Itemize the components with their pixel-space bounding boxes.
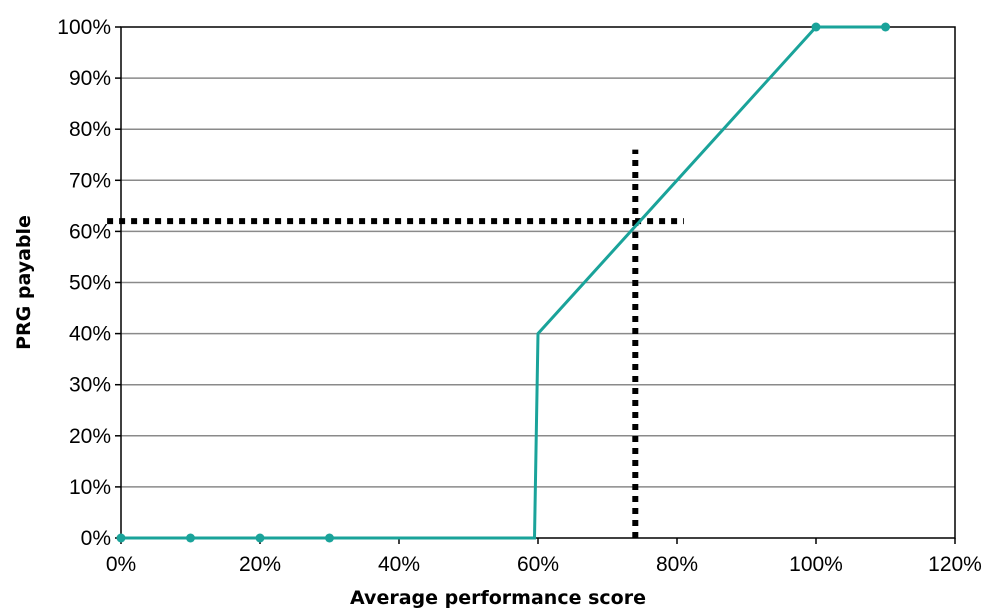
data-point: [811, 22, 821, 32]
data-point: [186, 533, 195, 543]
y-tick-label: 20%: [69, 425, 111, 448]
x-tick-label: 40%: [378, 553, 420, 576]
x-tick-label: 60%: [517, 553, 559, 576]
y-tick-label: 40%: [69, 323, 111, 346]
reference-lines: [107, 149, 684, 538]
x-tick-label: 80%: [656, 553, 698, 576]
data-point: [116, 533, 126, 543]
y-tick-label: 60%: [69, 220, 111, 243]
x-tick-label: 120%: [928, 553, 982, 576]
x-tick-label: 100%: [789, 553, 843, 576]
grid: [121, 77, 955, 488]
series-layer: [116, 22, 890, 543]
y-axis-title: PRG payable: [13, 215, 35, 350]
x-axis-ticks: 0% 20% 40% 60% 80% 100% 120%: [106, 538, 982, 576]
y-tick-label: 0%: [81, 527, 111, 550]
data-point: [255, 533, 265, 543]
y-tick-label: 100%: [57, 16, 111, 39]
x-axis-title: Average performance score: [350, 587, 646, 609]
y-tick-label: 90%: [69, 67, 111, 90]
series-line: [121, 25, 886, 540]
y-axis-ticks: 0% 10% 20% 30% 40% 50% 60% 70% 80% 90% 100%: [57, 16, 121, 550]
y-tick-label: 70%: [69, 169, 111, 192]
data-point: [325, 533, 334, 543]
y-tick-label: 80%: [69, 118, 111, 141]
y-tick-label: 30%: [69, 374, 111, 397]
x-tick-label: 0%: [106, 553, 136, 576]
data-point: [881, 22, 890, 32]
y-tick-label: 50%: [69, 272, 111, 295]
x-tick-label: 20%: [239, 553, 281, 576]
y-tick-label: 10%: [69, 476, 111, 499]
